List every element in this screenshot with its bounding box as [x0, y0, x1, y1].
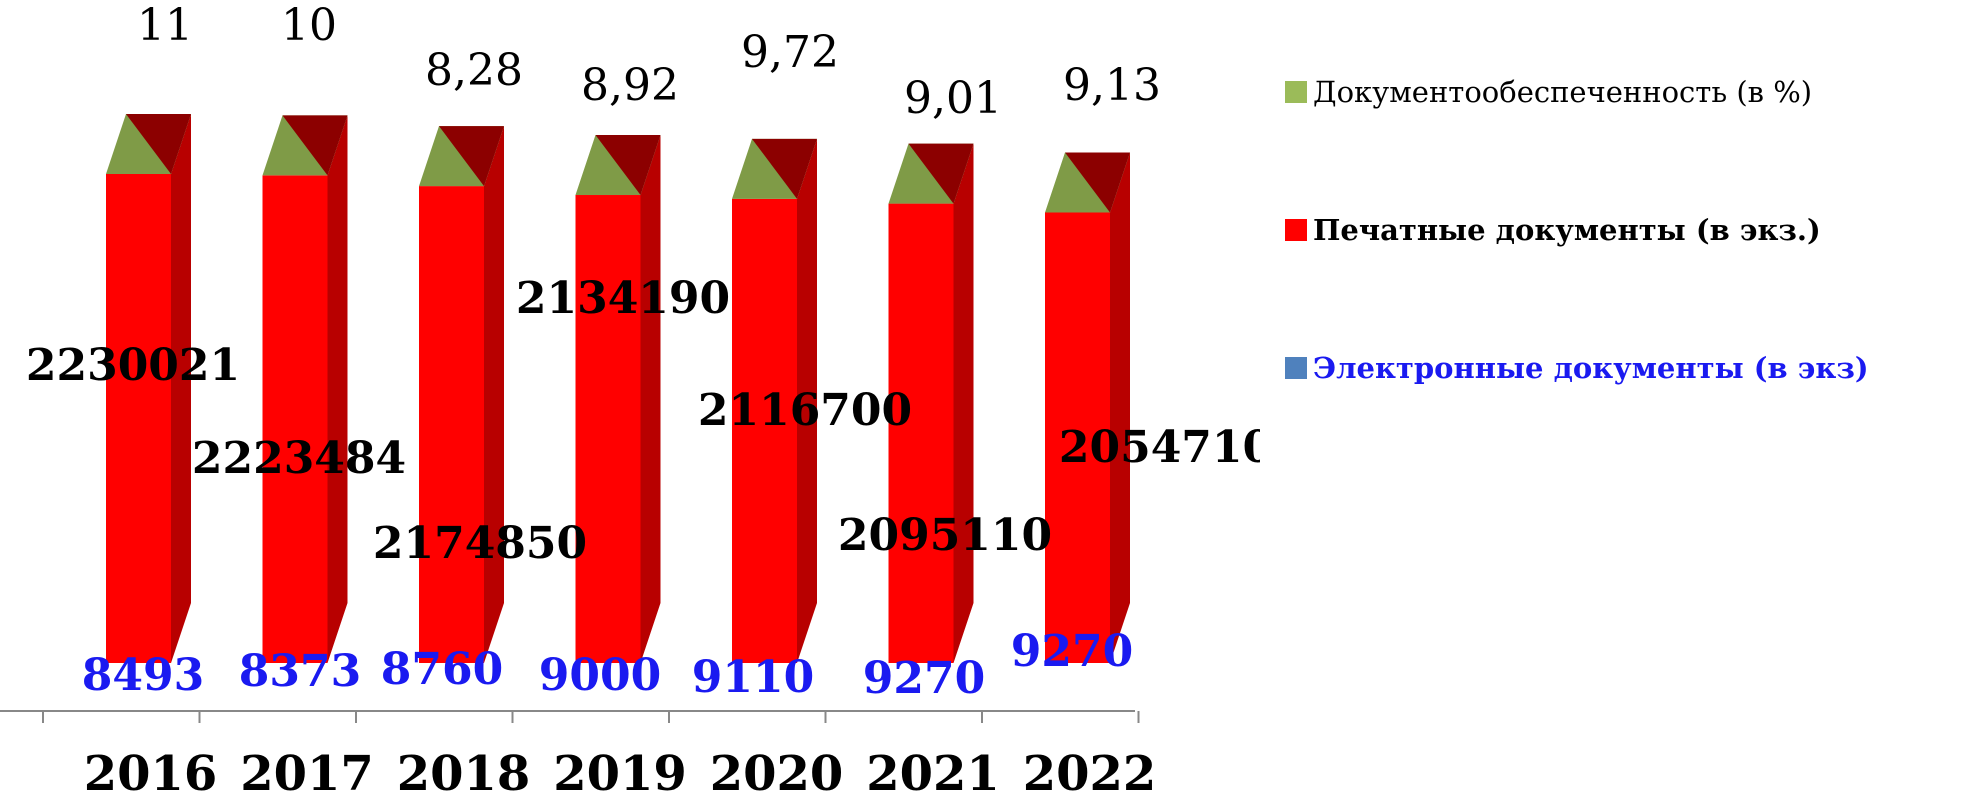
legend-label-coverage: Документообеспеченность (в %) — [1313, 75, 1813, 109]
label-coverage-2018: 8,28 — [425, 45, 523, 96]
label-electronic-2016: 8493 — [82, 650, 204, 701]
label-electronic-2018: 8760 — [381, 644, 503, 695]
label-print-2017: 2223484 — [192, 433, 406, 484]
bar-print-side-2020 — [797, 138, 817, 664]
legend-label-electronic: Электронные документы (в экз) — [1313, 351, 1869, 385]
bar-print-2017 — [262, 175, 328, 663]
legend-swatch-coverage — [1285, 81, 1307, 103]
legend-label-print: Печатные документы (в экз.) — [1313, 213, 1821, 247]
bar-print-side-2017 — [327, 115, 348, 664]
label-coverage-2019: 8,92 — [581, 60, 679, 111]
legend-item-electronic: Электронные документы (в экз) — [1285, 348, 1975, 388]
label-electronic-2019: 9000 — [539, 650, 661, 701]
label-electronic-2017: 8373 — [239, 646, 361, 697]
bar-print-2016 — [106, 174, 171, 663]
x-tick-label-2022: 2022 — [1023, 746, 1157, 799]
label-print-2021: 2095110 — [838, 510, 1052, 561]
bar-print-side-2021 — [953, 143, 974, 663]
label-electronic-2021: 9270 — [863, 653, 985, 704]
bar-print-2018 — [419, 186, 484, 664]
legend-item-print: Печатные документы (в экз.) — [1285, 210, 1975, 250]
legend-item-coverage: Документообеспеченность (в %) — [1285, 72, 1975, 112]
label-print-2022: 2054710 — [1059, 422, 1260, 473]
bar-print-2019 — [575, 195, 641, 664]
label-electronic-2020: 9110 — [692, 652, 814, 703]
label-coverage-2021: 9,01 — [904, 73, 1002, 124]
label-electronic-2022: 9270 — [1011, 626, 1133, 677]
bar-coverage-side-2022 — [1065, 152, 1130, 213]
bar-print-2020 — [732, 198, 797, 664]
bar-coverage-side-2020 — [752, 138, 817, 199]
label-coverage-2022: 9,13 — [1063, 60, 1161, 111]
x-tick-label-2019: 2019 — [553, 746, 687, 799]
label-print-2018: 2174850 — [373, 518, 587, 569]
legend-swatch-print — [1285, 219, 1307, 241]
legend: Документообеспеченность (в %) Печатные д… — [1285, 72, 1975, 486]
bar-print-side-2016 — [171, 114, 191, 663]
bar-coverage-side-2018 — [439, 126, 504, 187]
bar-coverage-side-2017 — [282, 115, 348, 176]
legend-swatch-electronic — [1285, 357, 1307, 379]
bar-coverage-side-2016 — [126, 114, 191, 174]
x-tick-label-2017: 2017 — [240, 746, 374, 799]
label-coverage-2017: 10 — [281, 0, 337, 51]
x-tick-label-2020: 2020 — [710, 746, 844, 799]
bar-print-side-2022 — [1110, 152, 1130, 664]
x-tick-label-2021: 2021 — [866, 746, 1000, 799]
label-coverage-2020: 9,72 — [741, 27, 839, 78]
bar-print-side-2018 — [484, 126, 504, 664]
label-coverage-2016: 11 — [137, 0, 193, 51]
x-tick-label-2018: 2018 — [397, 746, 531, 799]
x-tick-label-2016: 2016 — [84, 746, 218, 799]
bar-print-side-2019 — [640, 135, 661, 664]
bar-coverage-side-2019 — [595, 135, 661, 196]
bar-print-2022 — [1045, 212, 1110, 664]
label-print-2020: 2116700 — [698, 385, 912, 436]
chart: 11 2230021 8493 2016 10 2223484 8373 2017 8,28 21… — [0, 0, 1260, 799]
bar-print-2021 — [888, 203, 954, 663]
label-print-2019: 2134190 — [516, 273, 730, 324]
bar-coverage-side-2021 — [908, 143, 974, 204]
label-print-2016: 2230021 — [26, 340, 240, 391]
